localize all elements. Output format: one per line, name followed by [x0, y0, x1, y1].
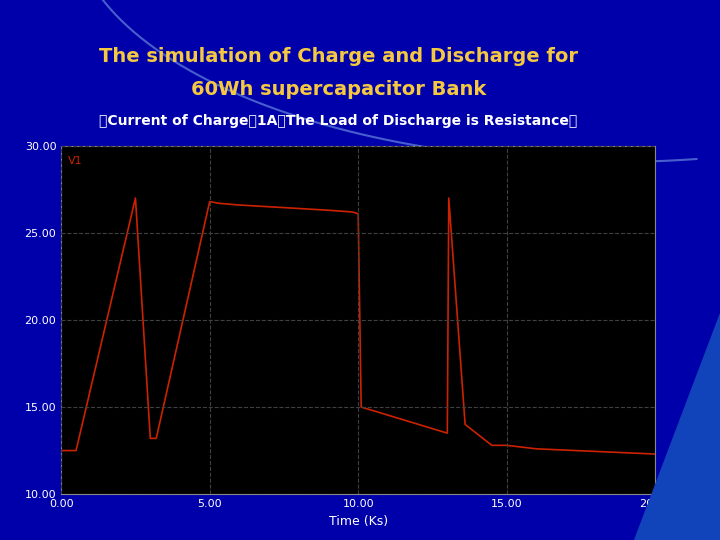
Text: The simulation of Charge and Discharge for: The simulation of Charge and Discharge f…	[99, 47, 578, 66]
Text: V1: V1	[68, 156, 83, 166]
Text: （Current of Charge：1A，The Load of Discharge is Resistance）: （Current of Charge：1A，The Load of Discha…	[99, 114, 577, 129]
Text: 60Wh supercapacitor Bank: 60Wh supercapacitor Bank	[191, 79, 486, 99]
X-axis label: Time (Ks): Time (Ks)	[328, 515, 388, 528]
